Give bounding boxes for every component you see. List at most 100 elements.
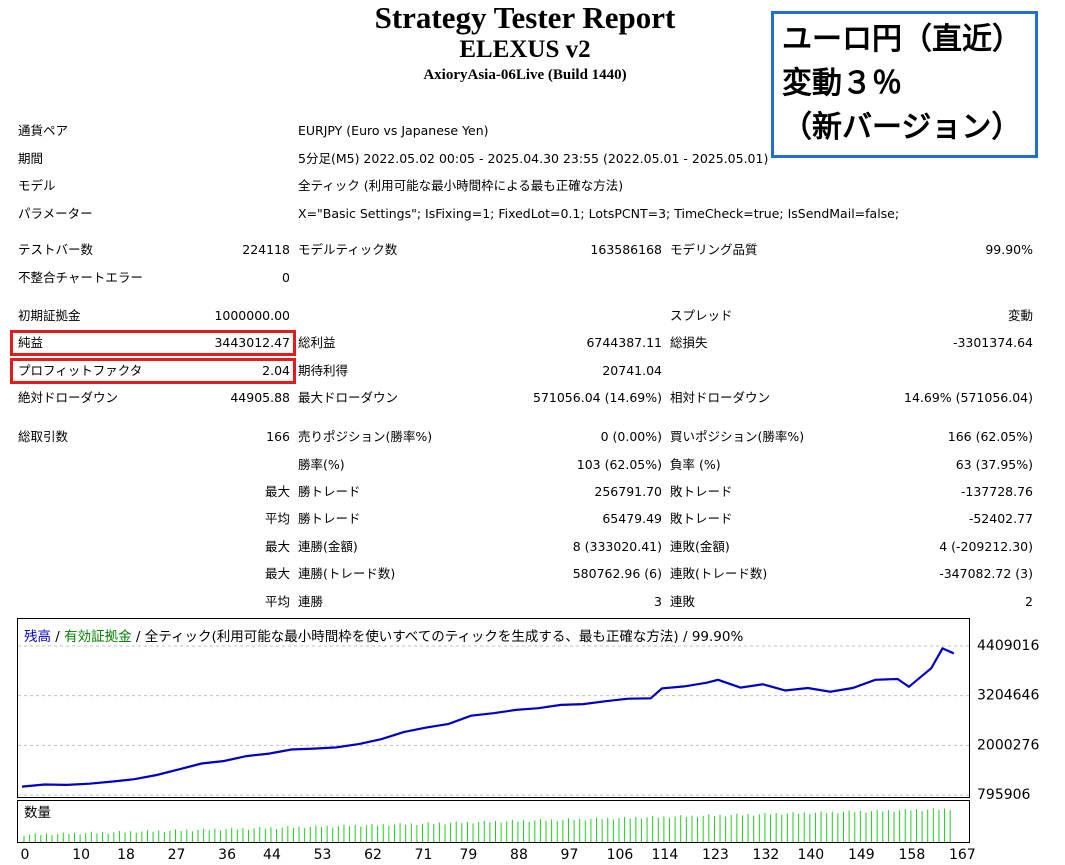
deposit-value: 1000000.00	[214, 308, 290, 323]
annotation-line-3: （新バージョン）	[782, 110, 1022, 145]
x-tick-label: 132	[753, 847, 780, 863]
short-positions-label: 売りポジション(勝率%)	[298, 429, 433, 444]
annotation-line-2: 変動３％	[782, 66, 902, 101]
ticks-value: 163586168	[590, 242, 662, 257]
avg-cons-win-value: 3	[654, 594, 662, 609]
gross-profit-value: 6744387.11	[586, 335, 662, 350]
info-value: 5分足(M5) 2022.05.02 00:05 - 2025.04.30 23…	[298, 151, 769, 166]
info-label: モデル	[18, 178, 56, 193]
cons-win-trades-label: 連勝(トレード数)	[298, 566, 396, 581]
info-value: 全ティック (利用可能な最小時間枠による最も正確な方法)	[298, 178, 624, 193]
cons-loss-money-label: 連敗(金額)	[670, 539, 730, 554]
max-drawdown-label: 最大ドローダウン	[298, 390, 399, 405]
loss-pct-value: 63 (37.95%)	[955, 457, 1033, 472]
max-label: 最大	[264, 484, 290, 499]
x-tick-label: 0	[21, 847, 30, 863]
x-tick-label: 62	[364, 847, 382, 863]
win-pct-label: 勝率(%)	[298, 457, 345, 472]
x-tick-label: 79	[460, 847, 478, 863]
avg-win-value: 65479.49	[602, 511, 662, 526]
expected-payoff-label: 期待利得	[298, 363, 349, 378]
net-profit-label: 純益	[18, 335, 44, 350]
deposit-label: 初期証拠金	[18, 308, 81, 323]
legend-balance: 残高	[24, 629, 51, 645]
x-tick-label: 123	[702, 847, 729, 863]
cons-loss-trades-value: -347082.72 (3)	[939, 566, 1033, 581]
chart-legend: 残高 / 有効証拠金 / 全ティック(利用可能な最小時間枠を使いすべてのティック…	[24, 625, 743, 645]
net-profit-highlight	[10, 330, 296, 356]
balance-chart-svg	[18, 645, 969, 796]
quality-value: 99.90%	[985, 242, 1033, 257]
loss-pct-label: 負率 (%)	[670, 457, 721, 472]
avg-cons-loss-value: 2	[1025, 594, 1033, 609]
y-axis: 4409016 3204646 2000276 795906	[977, 638, 1039, 803]
cons-win-trades-value: 580762.96 (6)	[572, 566, 662, 581]
x-tick-label: 140	[797, 847, 824, 863]
bars-value: 224118	[242, 242, 290, 257]
largest-win-label: 勝トレード	[298, 484, 361, 499]
mismatch-label: 不整合チャートエラー	[18, 270, 143, 285]
abs-drawdown-value: 44905.88	[230, 390, 290, 405]
x-tick-label: 10	[72, 847, 90, 863]
legend-separator: /	[51, 629, 65, 645]
y-tick-label: 3204646	[977, 688, 1039, 704]
annotation-box: ユーロ円（直近） 変動３％ （新バージョン）	[771, 11, 1038, 158]
net-profit-value: 3443012.47	[214, 335, 290, 350]
cons-win-money-value: 8 (333020.41)	[572, 539, 662, 554]
mismatch-value: 0	[282, 270, 290, 285]
x-tick-label: 167	[949, 847, 975, 863]
x-tick-label: 44	[263, 847, 281, 863]
legend-description: / 全ティック(利用可能な最小時間枠を使いすべてのティックを生成する、最も正確な…	[131, 629, 744, 645]
info-value: EURJPY (Euro vs Japanese Yen)	[298, 123, 489, 138]
balance-chart: 残高 / 有効証拠金 / 全ティック(利用可能な最小時間枠を使いすべてのティック…	[17, 618, 970, 798]
info-label: パラメーター	[18, 206, 93, 221]
avg-cons-loss-label: 連敗	[670, 594, 696, 609]
x-tick-label: 149	[848, 847, 875, 863]
avg-label: 平均	[264, 511, 290, 526]
x-axis: 0 10 18 27 36 44 53 62 71 79 88 97 106 114 123 132 140 14…	[21, 847, 975, 863]
y-tick-label: 4409016	[977, 638, 1039, 654]
report-title: Strategy Tester Report	[374, 0, 676, 35]
x-tick-label: 27	[168, 847, 186, 863]
rel-drawdown-value: 14.69% (571056.04)	[904, 390, 1033, 405]
gross-loss-value: -3301374.64	[952, 335, 1033, 350]
total-trades-value: 166	[266, 429, 290, 444]
x-tick-label: 106	[607, 847, 634, 863]
long-positions-value: 166 (62.05%)	[947, 429, 1033, 444]
x-tick-label: 18	[117, 847, 135, 863]
cons-loss-money-value: 4 (-209212.30)	[939, 539, 1033, 554]
total-trades-label: 総取引数	[18, 429, 69, 444]
gross-loss-label: 総損失	[670, 335, 708, 350]
avg-loss-label: 敗トレード	[670, 511, 733, 526]
spread-label: スプレッド	[670, 308, 733, 323]
cons-loss-trades-label: 連敗(トレード数)	[670, 566, 768, 581]
avg-loss-value: -52402.77	[968, 511, 1033, 526]
x-tick-label: 71	[415, 847, 433, 863]
volume-chart: 数量	[17, 800, 970, 843]
y-tick-label: 2000276	[977, 737, 1039, 753]
annotation-line-1: ユーロ円（直近）	[782, 22, 1022, 57]
largest-loss-label: 敗トレード	[670, 484, 733, 499]
expected-payoff-value: 20741.04	[602, 363, 662, 378]
info-label: 期間	[18, 151, 44, 166]
volume-chart-svg	[23, 808, 951, 842]
rel-drawdown-label: 相対ドローダウン	[670, 390, 771, 405]
ticks-label: モデルティック数	[298, 242, 398, 257]
largest-loss-value: -137728.76	[960, 484, 1033, 499]
server-info: AxioryAsia-06Live (Build 1440)	[423, 67, 627, 83]
max-label: 最大	[264, 539, 290, 554]
short-positions-value: 0 (0.00%)	[600, 429, 662, 444]
profit-factor-label: プロフィットファクタ	[18, 363, 143, 378]
long-positions-label: 買いポジション(勝率%)	[670, 429, 805, 444]
y-tick-label: 795906	[977, 787, 1031, 803]
quality-label: モデリング品質	[670, 242, 758, 257]
balance-series-line	[21, 646, 955, 788]
max-label: 最大	[264, 566, 290, 581]
info-value: X="Basic Settings"; IsFixing=1; FixedLot…	[298, 206, 900, 221]
gross-profit-label: 総利益	[298, 335, 336, 350]
cons-win-money-label: 連勝(金額)	[298, 539, 358, 554]
largest-win-value: 256791.70	[594, 484, 662, 499]
volume-label: 数量	[24, 805, 51, 821]
x-tick-label: 97	[561, 847, 579, 863]
avg-cons-win-label: 連勝	[298, 594, 324, 609]
